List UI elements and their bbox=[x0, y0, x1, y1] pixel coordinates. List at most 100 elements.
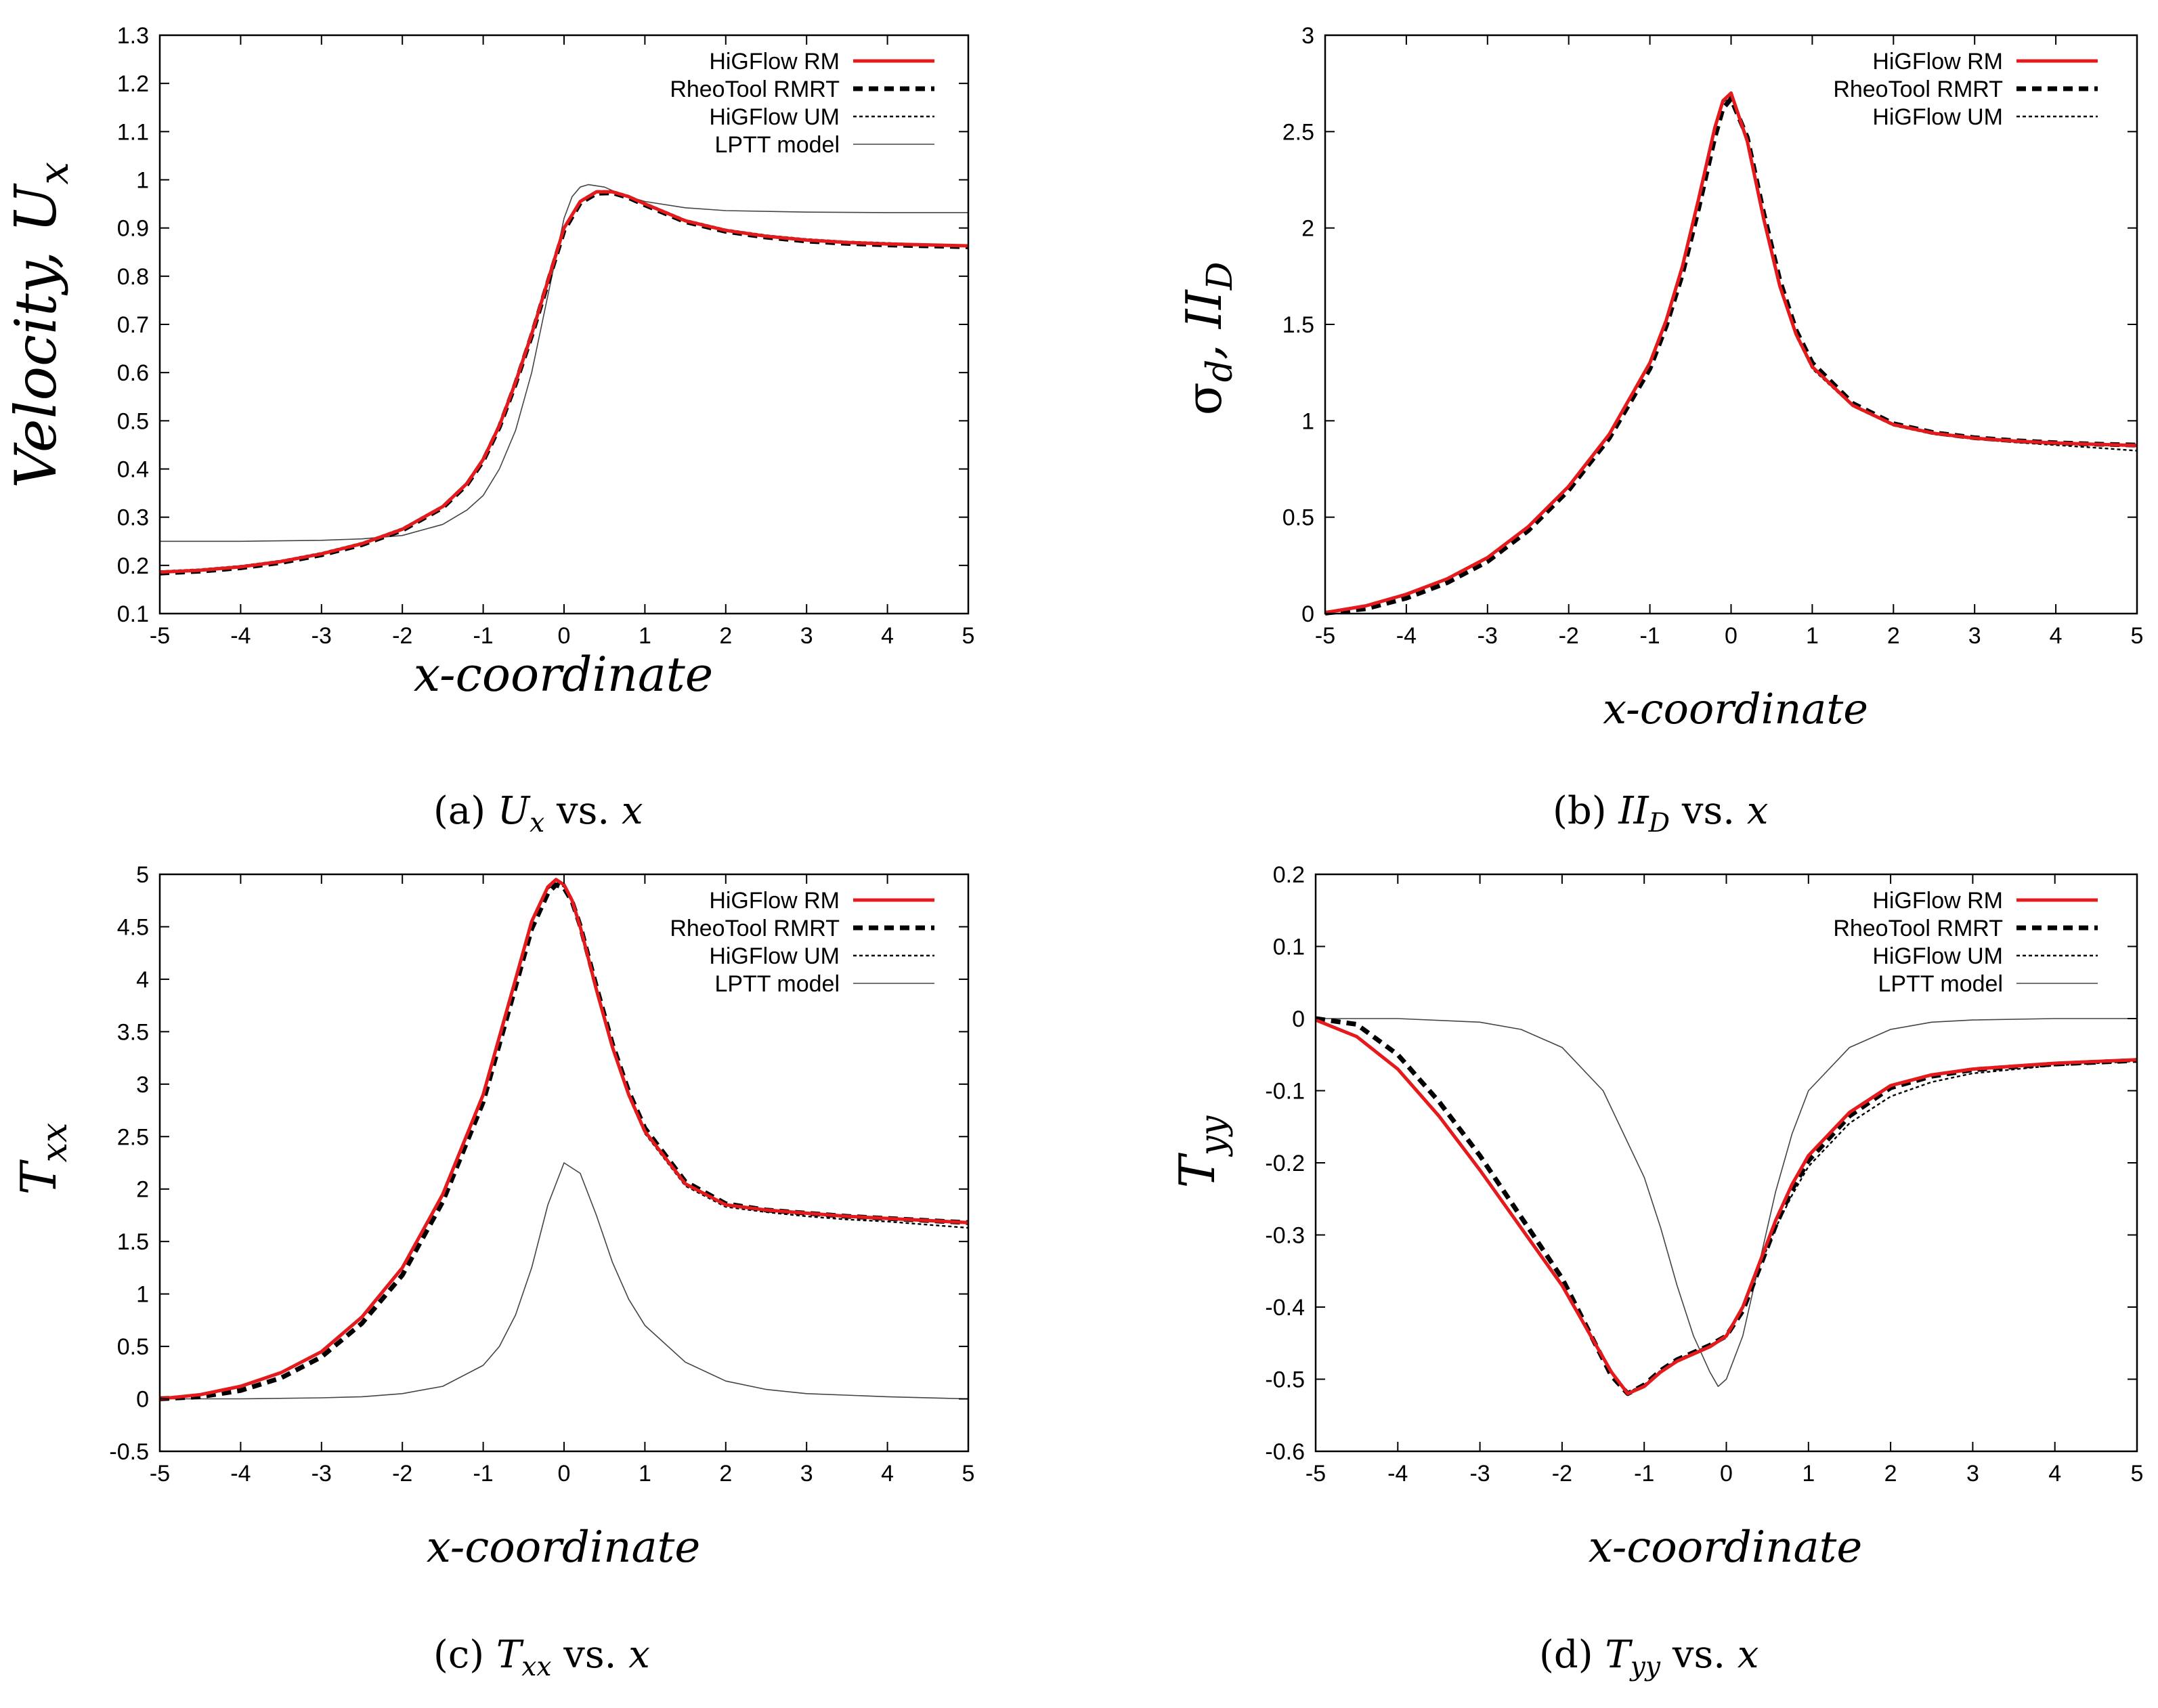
x-tick-label: 5 bbox=[2131, 1461, 2144, 1487]
chart-panel-b: -5 -4 -3 -2 -1 0 1 2 3 4 5 0 0.5 1 1.5 2 2.5 3 HiGFlow RM… bbox=[1079, 0, 2157, 854]
y-tick-label: -0.5 bbox=[1265, 1367, 1305, 1393]
legend-label-um: HiGFlow UM bbox=[1872, 943, 2003, 969]
chart-a: -5 -4 -3 -2 -1 0 1 2 3 4 5 0.1 0.2 0.3 0.4 0.5 0.6 0.7 0.8… bbox=[3, 23, 975, 702]
legend-label-rmrt: RheoTool RMRT bbox=[670, 916, 840, 941]
legend-label-um: HiGFlow UM bbox=[709, 943, 840, 969]
series-line-um bbox=[159, 190, 969, 572]
chart-panel-d: -5 -4 -3 -2 -1 0 1 2 3 4 5 -0.6 -0.5 -0.4 -0.3 -0.2 -0.1… bbox=[1079, 854, 2157, 1708]
legend-label-rm: HiGFlow RM bbox=[1872, 888, 2003, 914]
x-tick-label: 1 bbox=[1806, 623, 1819, 649]
y-tick-label: 1.5 bbox=[1282, 312, 1314, 338]
x-tick-label: 4 bbox=[2050, 623, 2063, 649]
caption-a: (a) Ux vs. x bbox=[433, 789, 643, 839]
x-tick-label: 0 bbox=[558, 623, 571, 649]
x-tick-label: -1 bbox=[473, 623, 493, 649]
y-tick-label: 0 bbox=[1301, 601, 1314, 627]
y-tick-label: 0.5 bbox=[1282, 505, 1314, 531]
series-line-um bbox=[159, 880, 969, 1400]
x-tick-label: 3 bbox=[1966, 1461, 1979, 1487]
y-tick-label: 0.4 bbox=[117, 457, 149, 483]
x-tick-label: 5 bbox=[962, 623, 975, 649]
x-axis-title: x-coordinate bbox=[1589, 1522, 1863, 1573]
x-tick-label: 5 bbox=[962, 1461, 975, 1487]
y-tick-label: -0.6 bbox=[1265, 1439, 1305, 1465]
series-line-rm bbox=[1324, 91, 2138, 615]
y-tick-label: 1 bbox=[1301, 408, 1314, 434]
x-tick-label: -1 bbox=[1639, 623, 1660, 649]
y-tick-label: -0.3 bbox=[1265, 1223, 1305, 1249]
series-line-lptt bbox=[1316, 1018, 2137, 1387]
y-tick-label: 1 bbox=[136, 1282, 149, 1308]
legend-label-um: HiGFlow UM bbox=[709, 104, 840, 130]
y-tick-label: -0.2 bbox=[1265, 1151, 1305, 1176]
y-tick-label: 1.2 bbox=[117, 71, 149, 97]
x-tick-label: 2 bbox=[1887, 623, 1900, 649]
chart-panel-c: -5 -4 -3 -2 -1 0 1 2 3 4 5 -0.5 0 0.5 1 1.5 2 2.5 3 3.5 4 4.5… bbox=[0, 854, 1079, 1708]
x-tick-label: -4 bbox=[1387, 1461, 1408, 1487]
series-line-rmrt bbox=[159, 190, 969, 576]
x-tick-label: 4 bbox=[2048, 1461, 2061, 1487]
x-tick-label: 0 bbox=[558, 1461, 571, 1487]
y-axis-title: σd, IID bbox=[1175, 262, 1240, 416]
y-tick-label: 2 bbox=[136, 1177, 149, 1203]
y-tick-label: 3 bbox=[136, 1072, 149, 1098]
x-axis-title: x-coordinate bbox=[427, 1522, 701, 1573]
x-tick-label: -5 bbox=[150, 623, 170, 649]
x-tick-label: -2 bbox=[1552, 1461, 1572, 1487]
y-tick-label: -0.5 bbox=[109, 1439, 149, 1465]
y-tick-label: 3 bbox=[1301, 23, 1314, 49]
x-tick-label: 0 bbox=[1720, 1461, 1733, 1487]
y-tick-label: 0.8 bbox=[117, 264, 149, 290]
y-tick-label: 3.5 bbox=[117, 1019, 149, 1045]
caption-b: (b) IID vs. x bbox=[1553, 789, 1769, 839]
y-tick-label: 4 bbox=[136, 967, 149, 993]
y-tick-label: 1 bbox=[136, 168, 149, 194]
x-tick-label: 0 bbox=[1725, 623, 1738, 649]
plot-frame bbox=[158, 34, 970, 615]
x-axis-title: x-coordinate bbox=[1603, 684, 1868, 733]
plot-frame bbox=[1324, 34, 2138, 615]
y-tick-label: 0.2 bbox=[117, 553, 149, 579]
x-tick-label: -3 bbox=[311, 623, 332, 649]
y-tick-label: 0.1 bbox=[117, 601, 149, 627]
y-axis-title: Txx bbox=[10, 1123, 75, 1195]
caption-c: (c) Txx vs. x bbox=[433, 1633, 650, 1683]
series-line-rm bbox=[159, 878, 969, 1401]
x-tick-label: -5 bbox=[1315, 623, 1335, 649]
y-tick-label: 2.5 bbox=[117, 1124, 149, 1150]
chart-d: -5 -4 -3 -2 -1 0 1 2 3 4 5 -0.6 -0.5 -0.4 -0.3 -0.2 -0.1… bbox=[1169, 862, 2144, 1573]
series-line-rmrt bbox=[1324, 96, 2138, 616]
x-tick-label: 3 bbox=[800, 1461, 813, 1487]
y-tick-label: 2.5 bbox=[1282, 119, 1314, 145]
y-tick-label: 0 bbox=[1292, 1006, 1305, 1032]
y-axis-title: Tyy bbox=[1169, 1115, 1234, 1188]
legend-label-rmrt: RheoTool RMRT bbox=[1833, 916, 2003, 941]
x-tick-label: -2 bbox=[392, 1461, 412, 1487]
x-tick-label: -1 bbox=[473, 1461, 493, 1487]
legend-label-rmrt: RheoTool RMRT bbox=[670, 77, 840, 102]
x-tick-label: 4 bbox=[881, 623, 894, 649]
caption-d: (d) Tyy vs. x bbox=[1539, 1633, 1759, 1683]
y-tick-label: 4.5 bbox=[117, 914, 149, 940]
y-tick-label: 1.1 bbox=[117, 119, 149, 145]
y-tick-label: 0.6 bbox=[117, 360, 149, 386]
y-tick-label: 1.5 bbox=[117, 1229, 149, 1255]
x-tick-label: -2 bbox=[1559, 623, 1579, 649]
series-line-rmrt bbox=[159, 882, 969, 1401]
y-tick-label: 1.3 bbox=[117, 23, 149, 49]
y-tick-label: 0.2 bbox=[1273, 862, 1305, 888]
y-tick-label: -0.4 bbox=[1265, 1295, 1305, 1321]
legend-label-lptt: LPTT model bbox=[714, 132, 840, 158]
x-tick-label: 1 bbox=[639, 1461, 651, 1487]
x-tick-label: -3 bbox=[311, 1461, 332, 1487]
y-tick-label: 0.5 bbox=[117, 1334, 149, 1360]
x-tick-label: -3 bbox=[1469, 1461, 1490, 1487]
x-tick-label: 1 bbox=[639, 623, 651, 649]
x-tick-label: -3 bbox=[1477, 623, 1498, 649]
series-line-um bbox=[1324, 94, 2138, 614]
y-tick-label: 0.1 bbox=[1273, 935, 1305, 960]
legend-label-rmrt: RheoTool RMRT bbox=[1833, 77, 2003, 102]
x-tick-label: 3 bbox=[1968, 623, 1981, 649]
legend-label-rm: HiGFlow RM bbox=[1872, 49, 2003, 74]
x-tick-label: 2 bbox=[1884, 1461, 1897, 1487]
